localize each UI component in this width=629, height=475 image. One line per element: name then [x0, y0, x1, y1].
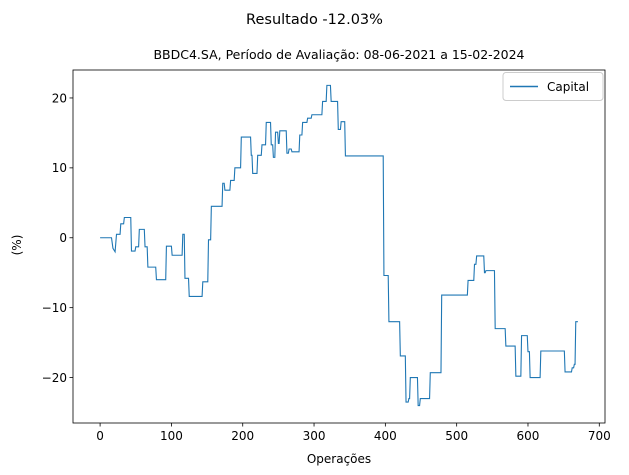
series-line-capital [100, 84, 578, 407]
chart-title: BBDC4.SA, Período de Avaliação: 08-06-20… [153, 47, 524, 62]
axes-frame [72, 69, 606, 424]
x-tick-label-600: 600 [517, 429, 540, 443]
legend-label-capital: Capital [547, 80, 589, 94]
y-tick-label--20: −20 [42, 371, 67, 385]
legend-frame [502, 72, 604, 101]
x-tick-label-400: 400 [374, 429, 397, 443]
legend: Capital [502, 72, 604, 101]
y-tick-label--10: −10 [42, 301, 67, 315]
x-tick-label-200: 200 [231, 429, 254, 443]
x-tick-label-100: 100 [160, 429, 183, 443]
x-tick-label-300: 300 [303, 429, 326, 443]
y-tick-label-0: 0 [59, 231, 67, 245]
x-tick-label-0: 0 [96, 429, 104, 443]
chart-suptitle: Resultado -12.03% [246, 12, 383, 28]
x-tick-label-500: 500 [445, 429, 468, 443]
y-tick-label-20: 20 [52, 91, 67, 105]
x-tick-label-700: 700 [588, 429, 611, 443]
plot-area: 0 100 200 300 400 500 600 700 −20 −10 0 10 20 [42, 69, 611, 443]
x-axis-label: Operações [307, 452, 371, 466]
y-tick-label-10: 10 [52, 161, 67, 175]
y-axis-label: (%) [10, 235, 24, 256]
